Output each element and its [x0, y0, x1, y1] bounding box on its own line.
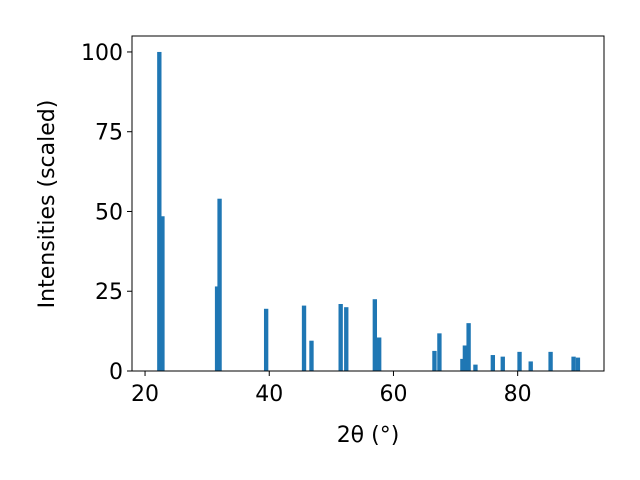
x-tick-label: 80 [504, 382, 532, 407]
bar [338, 304, 343, 371]
bar [160, 216, 165, 371]
bar [462, 345, 468, 371]
y-tick-label: 50 [95, 200, 123, 225]
bar [214, 286, 220, 371]
plot-frame [131, 35, 605, 372]
bar [157, 51, 162, 371]
bar [377, 337, 382, 371]
bar [571, 356, 576, 371]
bar [460, 358, 465, 371]
bar [217, 198, 222, 371]
y-axis-label: Intensities (scaled) [35, 100, 60, 309]
bar [528, 361, 533, 371]
y-tick-label: 25 [95, 280, 123, 305]
bar [548, 351, 553, 371]
y-tick-label: 100 [81, 41, 123, 66]
y-tick-label: 75 [95, 121, 123, 146]
bar [466, 323, 471, 371]
x-tick-label: 40 [255, 382, 283, 407]
x-tick-label: 20 [131, 382, 159, 407]
bar [517, 351, 522, 371]
bar [372, 299, 378, 371]
bar [309, 340, 314, 371]
x-tick-label: 60 [379, 382, 407, 407]
bar [263, 308, 269, 371]
bar [344, 307, 349, 371]
bar [301, 305, 307, 371]
bar [473, 364, 478, 371]
bar [437, 333, 442, 371]
y-tick-label: 0 [109, 360, 123, 385]
x-axis-label: 2θ (°) [337, 423, 400, 448]
bar [500, 356, 505, 371]
bar [490, 355, 496, 371]
bar [432, 350, 437, 371]
bar [575, 357, 581, 371]
